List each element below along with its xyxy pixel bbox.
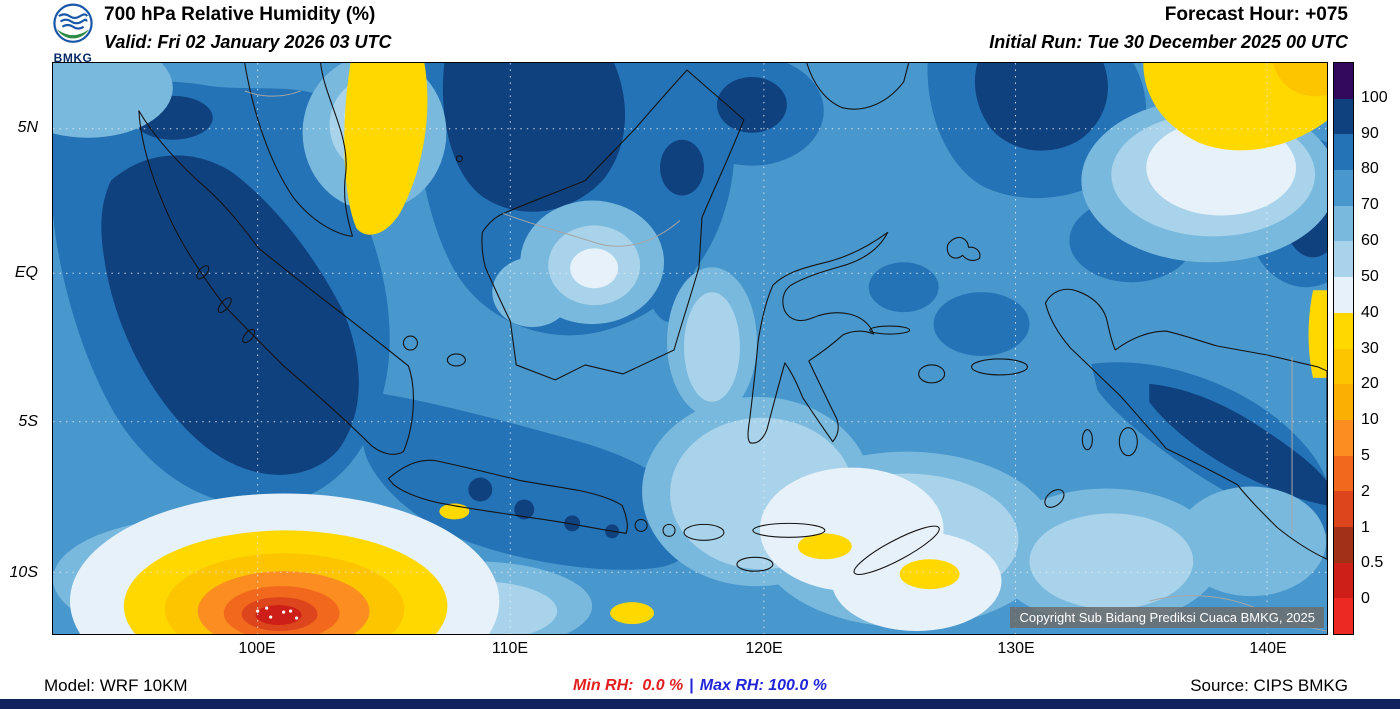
colorbar-label: 50 (1361, 267, 1379, 285)
grid-lines (53, 63, 1327, 634)
colorbar-label: 10 (1361, 411, 1379, 429)
colorbar-labels: 100 90 80 70 60 50 40 30 20 10 5 2 1 0.5 0 (1361, 62, 1400, 635)
colorbar-label: 70 (1361, 196, 1379, 214)
colorbar-segment (1334, 491, 1353, 527)
lat-tick-label: 5N (17, 119, 38, 136)
lon-tick-label: 100E (238, 640, 276, 657)
colorbar-segment (1334, 598, 1353, 634)
colorbar-segment (1334, 419, 1353, 456)
colorbar-label: 0 (1361, 590, 1370, 608)
colorbar-segment (1334, 98, 1353, 135)
bmkg-logo: BMKG (44, 2, 102, 65)
lon-tick-label: 120E (745, 640, 783, 657)
colorbar-segment (1334, 277, 1353, 313)
colorbar-segment (1334, 526, 1353, 563)
colorbar-segment (1334, 170, 1353, 206)
min-rh: Min RH: 0.0 % (573, 677, 684, 694)
minmax-line: Min RH: 0.0 % | Max RH: 100.0 % (0, 677, 1400, 695)
bottom-accent-bar (0, 699, 1400, 709)
colorbar (1333, 62, 1354, 635)
lat-tick-label: 5S (18, 413, 38, 430)
lon-tick-label: 110E (491, 640, 529, 657)
lon-tick-label: 130E (997, 640, 1035, 657)
forecast-hour-label: Forecast Hour: +075 (1164, 4, 1348, 25)
colorbar-label: 90 (1361, 124, 1379, 142)
colorbar-label: 100 (1361, 88, 1388, 106)
rh-field-90-100 (101, 63, 1327, 539)
colorbar-label: 30 (1361, 339, 1379, 357)
colorbar-segment (1334, 312, 1353, 349)
max-rh: Max RH: 100.0 % (699, 677, 827, 694)
lat-tick-label: EQ (14, 264, 38, 281)
bmkg-logo-icon (53, 3, 93, 43)
colorbar-segment (1334, 455, 1353, 492)
coastlines (138, 63, 1327, 575)
rh-dry-bullseye (70, 493, 500, 634)
colorbar-label: 20 (1361, 375, 1379, 393)
minmax-separator: | (689, 677, 694, 694)
colorbar-label: 2 (1361, 482, 1370, 500)
page-title: 700 hPa Relative Humidity (%) (104, 4, 376, 25)
colorbar-label: 60 (1361, 232, 1379, 250)
valid-time-label: Valid: Fri 02 January 2026 03 UTC (104, 32, 392, 52)
lon-tick-label: 140E (1249, 640, 1287, 657)
source-label: Source: CIPS BMKG (1190, 676, 1348, 695)
bmkg-logo-label: BMKG (53, 51, 93, 65)
copyright-badge: Copyright Sub Bidang Prediksi Cuaca BMKG… (1010, 607, 1324, 628)
lon-axis: 100E 110E 120E 130E 140E (52, 637, 1328, 661)
lat-tick-label: 10S (9, 564, 38, 581)
colorbar-segment (1334, 562, 1353, 599)
colorbar-segment (1334, 205, 1353, 242)
colorbar-label: 0.5 (1361, 554, 1384, 572)
colorbar-segment (1334, 241, 1353, 278)
colorbar-label: 1 (1361, 518, 1370, 536)
colorbar-segment (1334, 384, 1353, 420)
colorbar-label: 80 (1361, 160, 1379, 178)
rh-field-svg (53, 63, 1327, 634)
colorbar-segment (1334, 348, 1353, 385)
initial-run-label: Initial Run: Tue 30 December 2025 00 UTC (989, 32, 1348, 52)
colorbar-segment (1334, 134, 1353, 171)
lat-axis: 5N EQ 5S 10S (0, 62, 46, 635)
model-label: Model: WRF 10KM (44, 676, 188, 695)
rh-map-plot: Copyright Sub Bidang Prediksi Cuaca BMKG… (52, 62, 1328, 635)
colorbar-segment (1334, 63, 1353, 99)
colorbar-label: 40 (1361, 303, 1379, 321)
colorbar-label: 5 (1361, 446, 1370, 464)
